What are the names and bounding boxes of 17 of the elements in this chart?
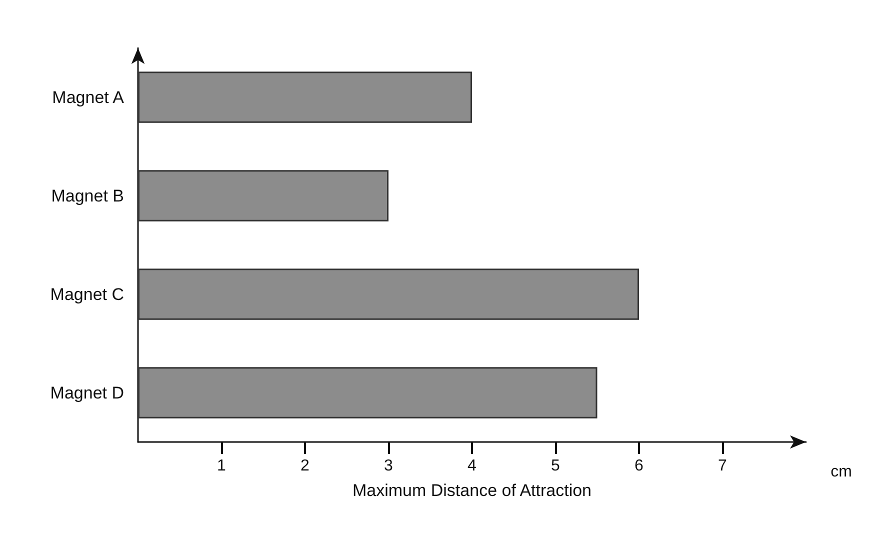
x-tick-label: 2: [300, 458, 310, 474]
y-tick-label: Magnet A: [52, 88, 125, 107]
bar: [138, 367, 598, 418]
y-tick-label: Magnet D: [50, 383, 124, 402]
text: cm: [830, 464, 852, 480]
x-tick-label: 1: [217, 458, 226, 474]
y-tick-label: Magnet B: [51, 186, 124, 206]
bar: [138, 268, 639, 320]
x-tick-label: 7: [718, 458, 728, 474]
x-tick-label: 5: [551, 458, 560, 474]
x-tick-label: 6: [634, 458, 644, 474]
x-axis-title: Maximum Distance of Attraction: [352, 481, 592, 500]
bar: [138, 170, 388, 222]
x-tick-label: 3: [384, 458, 394, 474]
y-tick-label: Magnet C: [50, 284, 124, 304]
x-tick-label: 4: [468, 458, 477, 474]
bar: [138, 72, 472, 123]
